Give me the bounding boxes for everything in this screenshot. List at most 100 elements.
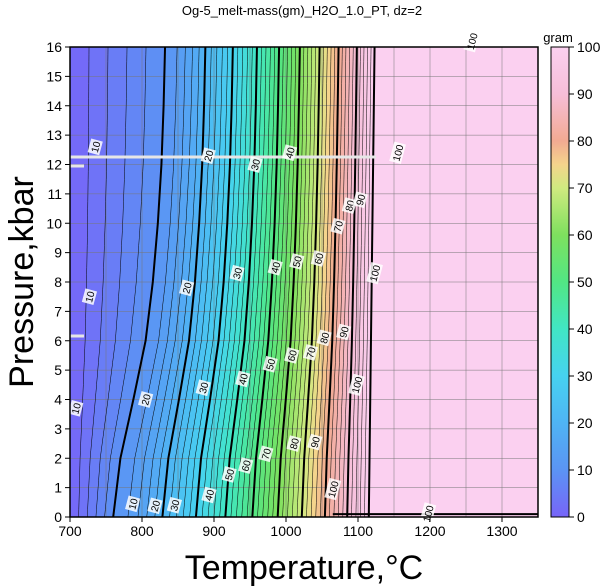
colorbar-label: gram [543, 30, 573, 45]
contour-line-minor [219, 47, 253, 517]
y-tick-label: 8 [54, 274, 62, 290]
contour-label-text: 50 [224, 468, 238, 482]
contour-label-text: 90 [309, 435, 323, 449]
contour-label-text: 60 [286, 349, 300, 363]
colorbar-ticks: 0 10 20 30 40 50 60 70 80 90 100 [569, 39, 601, 525]
contour-label-text: 20 [181, 281, 195, 295]
y-tick-label: 3 [54, 421, 62, 437]
contour-label: 20 [200, 147, 217, 165]
colorbar-tick-label: 60 [577, 227, 593, 243]
contour-label-text: 100 [466, 32, 481, 51]
y-tick-label: 0 [54, 509, 62, 525]
contour-line-minor [213, 47, 248, 517]
chart-title: Og-5_melt-mass(gm)_H2O_1.0_PT, dz=2 [182, 3, 422, 18]
contour-label-text: 100 [351, 375, 366, 394]
contour-label-text: 30 [250, 158, 264, 172]
contour-line-minor [342, 47, 354, 517]
contour-label-box [267, 258, 283, 276]
contour-line-minor [320, 47, 336, 517]
contour-line-minor [355, 47, 365, 517]
contour-line-minor [282, 47, 305, 517]
contour-line-minor [169, 47, 212, 517]
contour-labels: 1010101020202020303030304040404050505060… [68, 29, 481, 525]
x-tick-label: 900 [202, 523, 226, 539]
y-tick-label: 9 [54, 245, 62, 261]
contour-label-box [389, 141, 406, 164]
contour-label-text: 70 [261, 447, 275, 461]
contour-label-box [286, 435, 302, 452]
contour-label-text: 90 [355, 193, 369, 207]
contour-line-minor [182, 47, 223, 517]
contour-label-box [419, 502, 437, 525]
contour-line-minor [338, 47, 350, 517]
contour-label-box [87, 138, 103, 156]
contour-label-box [348, 373, 365, 397]
contour-label-box [284, 347, 300, 364]
contour-label-text: 40 [270, 260, 284, 274]
contour-label-box [262, 355, 278, 373]
contour-label: 60 [238, 457, 254, 474]
contour-label-box [201, 486, 217, 504]
contour-label: 70 [302, 344, 319, 361]
contour-line-major [112, 47, 167, 517]
contour-label-text: 20 [140, 393, 154, 407]
colorbar-tick-label: 70 [577, 180, 593, 196]
contour-line-minor [127, 47, 178, 517]
colorbar-tick-label: 50 [577, 274, 593, 290]
contour-label-text: 10 [90, 140, 104, 154]
contour-label-text: 100 [392, 143, 407, 162]
plot-area: 1010101020202020303030304040404050505060… [68, 29, 539, 525]
contour-label: 10 [125, 495, 141, 513]
contour-label-text: 10 [127, 497, 141, 511]
contour-label-box [281, 144, 298, 162]
contour-label: 40 [281, 144, 298, 162]
contour-label-box [335, 323, 352, 341]
contour-line-minor [364, 47, 372, 517]
contour-line-minor [267, 47, 292, 517]
contour-label-text: 20 [150, 499, 164, 513]
contour-label-text: 60 [313, 252, 327, 266]
contour-label: 100 [389, 141, 407, 164]
contour-label: 50 [262, 355, 278, 373]
contour-line-minor [359, 47, 368, 517]
contour-line-minor [262, 47, 288, 517]
y-tick-label: 14 [46, 98, 62, 114]
contour-label: 100 [366, 261, 384, 285]
contour-label: 90 [352, 191, 369, 209]
y-tick-label: 6 [54, 333, 62, 349]
y-axis-label: Pressure,kbar [3, 176, 41, 388]
contour-label: 40 [267, 258, 284, 276]
contour-line-minor [87, 47, 109, 517]
contour-line-major [323, 47, 340, 517]
contour-line-minor [137, 47, 186, 517]
grid [70, 47, 538, 517]
contour-label-text: 100 [369, 264, 384, 283]
contour-label: 30 [195, 379, 212, 397]
contour-line-major [276, 47, 301, 517]
contour-line-minor [146, 47, 193, 517]
contour-label-box [81, 288, 98, 306]
x-tick-label: 1100 [343, 523, 373, 539]
contour-label: 90 [307, 433, 323, 451]
x-tick-label: 800 [130, 523, 154, 539]
contour-label-text: 100 [422, 504, 437, 523]
contour-label-box [247, 156, 263, 173]
contour-label: 30 [229, 264, 245, 282]
contour-line-minor [333, 47, 347, 517]
colorbar-tick-label: 40 [577, 321, 593, 337]
contour-label-text: 20 [203, 149, 217, 163]
colorbar-tick-label: 80 [577, 133, 593, 149]
contour-label-text: 70 [333, 219, 347, 233]
contour-line-minor [78, 47, 90, 517]
contour-label-text: 60 [240, 459, 254, 473]
contour-line-minor [95, 47, 128, 517]
x-tick-label: 1300 [486, 523, 517, 539]
contour-line-major [224, 47, 258, 517]
contour-line-minor [176, 47, 218, 517]
contour-label: 100 [324, 477, 342, 501]
contour-label: 20 [179, 279, 195, 297]
contour-line-major [346, 47, 358, 517]
contour-label-box [316, 329, 332, 347]
contour-label-text: 40 [284, 146, 298, 160]
contour-line-minor [329, 47, 343, 517]
